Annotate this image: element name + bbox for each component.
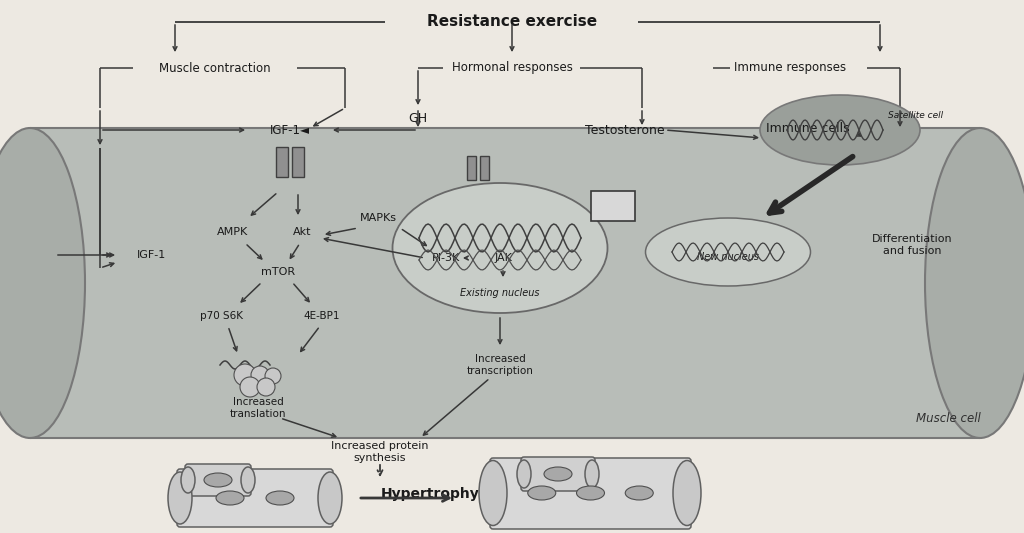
Ellipse shape [0,128,85,438]
Ellipse shape [673,461,701,526]
Text: Immune cells: Immune cells [766,122,850,134]
Text: JAK: JAK [494,253,512,263]
Circle shape [240,377,260,397]
Text: Hypertrophy: Hypertrophy [381,487,479,501]
FancyBboxPatch shape [480,156,489,180]
Text: Testosterone: Testosterone [585,124,665,136]
Circle shape [257,378,275,396]
Text: AR: AR [605,202,621,212]
Text: Existing nucleus: Existing nucleus [460,288,540,298]
Circle shape [265,368,281,384]
FancyBboxPatch shape [177,469,333,527]
Text: PI-3K: PI-3K [432,253,460,263]
Text: Satellite cell: Satellite cell [888,110,943,119]
FancyBboxPatch shape [185,464,251,496]
Text: p70 S6K: p70 S6K [201,311,244,321]
Ellipse shape [626,486,653,500]
Text: IGF-1◄: IGF-1◄ [270,124,310,136]
Text: Muscle cell: Muscle cell [915,411,980,424]
Text: 4E-BP1: 4E-BP1 [304,311,340,321]
Text: Increased
translation: Increased translation [229,397,287,419]
Text: Increased protein
synthesis: Increased protein synthesis [331,441,429,463]
Text: Muscle contraction: Muscle contraction [159,61,270,75]
Text: IGF-1: IGF-1 [137,250,167,260]
FancyBboxPatch shape [467,156,476,180]
Ellipse shape [266,491,294,505]
Text: Akt: Akt [293,227,311,237]
Ellipse shape [168,472,193,524]
Ellipse shape [645,218,811,286]
Ellipse shape [204,473,232,487]
Ellipse shape [216,491,244,505]
Ellipse shape [527,486,556,500]
Text: mTOR: mTOR [261,267,295,277]
Text: Increased
transcription: Increased transcription [467,354,534,376]
Text: GH: GH [409,111,428,125]
Ellipse shape [241,467,255,493]
Text: Immune responses: Immune responses [734,61,846,75]
Text: Hormonal responses: Hormonal responses [452,61,572,75]
Ellipse shape [479,461,507,526]
FancyBboxPatch shape [591,191,635,221]
Ellipse shape [760,95,920,165]
Ellipse shape [577,486,604,500]
Ellipse shape [517,460,531,488]
Polygon shape [30,128,980,438]
Ellipse shape [318,472,342,524]
FancyBboxPatch shape [276,147,288,177]
FancyBboxPatch shape [490,458,691,529]
Text: Differentiation
and fusion: Differentiation and fusion [871,234,952,256]
FancyBboxPatch shape [521,457,595,491]
Text: AMPK: AMPK [217,227,249,237]
Text: MAPKs: MAPKs [359,213,396,223]
Circle shape [234,364,256,386]
Ellipse shape [181,467,195,493]
Circle shape [251,366,269,384]
Ellipse shape [392,183,607,313]
FancyBboxPatch shape [292,147,304,177]
Text: Resistance exercise: Resistance exercise [427,14,597,29]
Text: New nucleus: New nucleus [697,252,759,262]
Ellipse shape [544,467,572,481]
Ellipse shape [585,460,599,488]
Ellipse shape [925,128,1024,438]
